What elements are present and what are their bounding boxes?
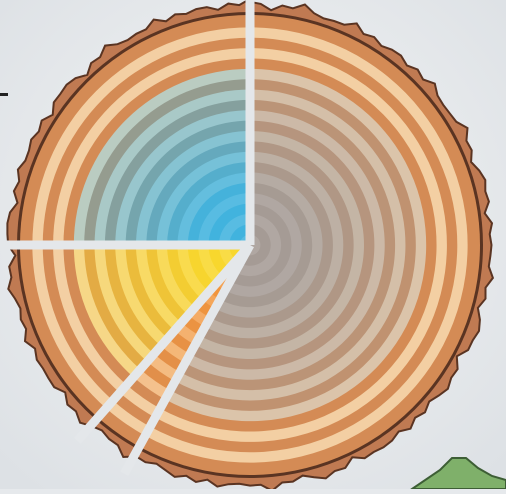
- pie-slice: [140, 17, 478, 473]
- hill-shape: [408, 457, 506, 490]
- dash-icon: [0, 93, 8, 96]
- pie-slice: [22, 17, 251, 246]
- slice-gap: [120, 242, 254, 476]
- slice-gap: [74, 242, 254, 444]
- pie-slice: [22, 245, 251, 417]
- hill-shape: [408, 457, 506, 490]
- slice-gaps: [0, 0, 255, 476]
- pie-slices: [22, 17, 478, 473]
